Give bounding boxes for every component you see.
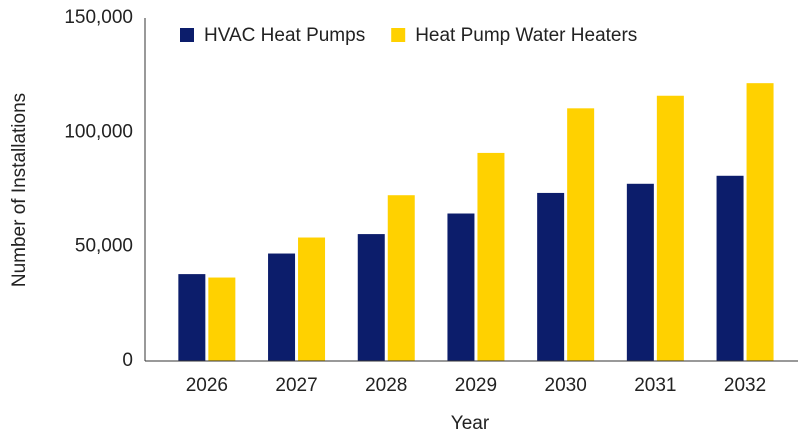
legend-label: HVAC Heat Pumps (204, 25, 365, 46)
x-tick-label: 2030 (545, 375, 587, 396)
bar (656, 95, 684, 361)
bar (716, 175, 744, 361)
bar (746, 83, 774, 362)
bar (387, 195, 415, 361)
y-axis-title: Number of Installations (9, 93, 30, 287)
bar (626, 183, 654, 361)
bar (268, 253, 296, 361)
y-tick-label: 0 (122, 350, 133, 371)
bar (208, 277, 236, 361)
x-axis-title: Year (451, 413, 490, 434)
legend-label: Heat Pump Water Heaters (415, 25, 637, 46)
legend-swatch (391, 28, 406, 42)
bar (477, 152, 505, 361)
bar (298, 237, 326, 361)
x-tick-label: 2026 (186, 375, 228, 396)
x-tick-label: 2031 (634, 375, 676, 396)
y-tick-label: 50,000 (75, 236, 133, 257)
bar (567, 108, 595, 361)
x-tick-label: 2032 (724, 375, 766, 396)
y-tick-label: 100,000 (64, 121, 133, 142)
legend-swatch (180, 28, 194, 42)
x-tick-label: 2028 (365, 375, 407, 396)
bar (537, 192, 565, 361)
y-tick-label: 150,000 (64, 7, 133, 28)
x-tick-label: 2027 (275, 375, 317, 396)
bar (357, 234, 385, 361)
x-tick-label: 2029 (455, 375, 497, 396)
bar (178, 274, 206, 361)
bar (447, 213, 475, 361)
